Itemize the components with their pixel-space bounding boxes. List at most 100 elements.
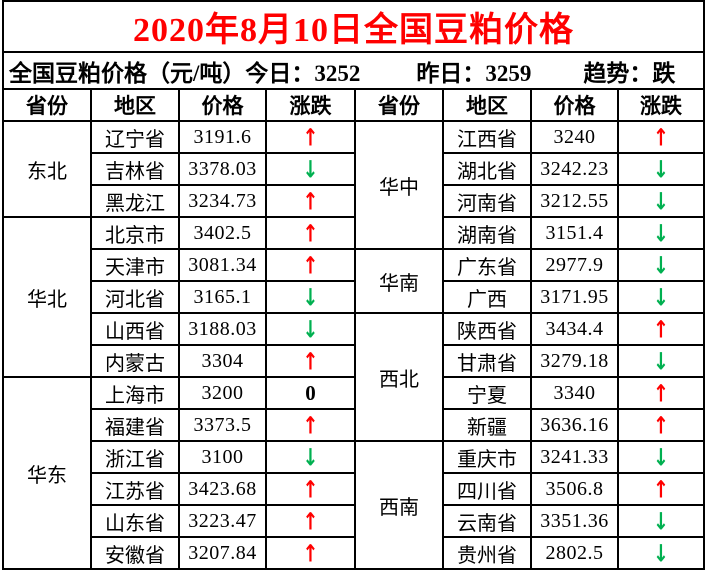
table-row: 吉林省 3378.03 ↓ 湖北省 3242.23 ↓: [3, 152, 705, 186]
price-cell: 3200: [178, 376, 267, 410]
region-cell: 北京市: [90, 216, 180, 250]
price-cell: 3340: [530, 376, 619, 410]
down-arrow-icon: ↓: [653, 188, 669, 216]
region-cell: 甘肃省: [442, 344, 532, 378]
header-change-left: 涨跌: [265, 88, 356, 122]
down-arrow-icon: ↓: [653, 284, 669, 312]
region-cell: 广西: [442, 280, 532, 314]
price-cell: 3223.47: [178, 504, 267, 538]
table-row: 浙江省 3100 ↓ 西南 重庆市 3241.33 ↓: [3, 440, 705, 570]
header-price-right: 价格: [530, 88, 619, 122]
header-province-right: 省份: [354, 88, 444, 122]
change-up-indicator: ↑: [265, 248, 356, 282]
table-row: 天津市 3081.34 ↑ 华南 广东省 2977.9 ↓: [3, 248, 705, 314]
table-row: 内蒙古 3304 ↑ 甘肃省 3279.18 ↓: [3, 344, 705, 378]
change-up-indicator: ↑: [617, 472, 705, 506]
change-down-indicator: ↓: [265, 440, 356, 474]
change-up-indicator: ↑: [265, 536, 356, 570]
region-cell: 四川省: [442, 472, 532, 506]
province-group-cell: 华东: [2, 376, 92, 570]
trend-label: 趋势：: [583, 60, 653, 86]
province-group-cell: 华北: [2, 216, 92, 378]
region-cell: 广东省: [442, 248, 532, 282]
region-cell: 江苏省: [90, 472, 180, 506]
change-up-indicator: ↑: [617, 376, 705, 410]
change-up-indicator: ↑: [617, 312, 705, 346]
soybean-meal-price-table: 2020年8月10日全国豆粕价格 全国豆粕价格（元/吨）今日：3252 昨日：32…: [2, 0, 705, 570]
table-row: 黑龙江 3234.73 ↑ 河南省 3212.55 ↓: [3, 184, 705, 218]
price-cell: 2977.9: [530, 248, 619, 282]
region-cell: 新疆: [442, 408, 532, 442]
price-cell: 3188.03: [178, 312, 267, 346]
change-down-indicator: ↓: [617, 248, 705, 282]
price-cell: 3351.36: [530, 504, 619, 538]
region-cell: 重庆市: [442, 440, 532, 474]
up-arrow-icon: ↑: [653, 316, 669, 344]
change-up-indicator: ↑: [265, 408, 356, 442]
region-cell: 辽宁省: [90, 120, 180, 154]
change-down-indicator: ↓: [265, 280, 356, 314]
price-cell: 3506.8: [530, 472, 619, 506]
change-up-indicator: ↑: [617, 408, 705, 442]
down-arrow-icon: ↓: [302, 316, 319, 344]
summary-cell: 全国豆粕价格（元/吨）今日：3252 昨日：3259 趋势：跌: [2, 51, 705, 90]
price-cell: 3402.5: [178, 216, 267, 250]
summary-label: 全国豆粕价格（元/吨）: [9, 60, 246, 86]
up-arrow-icon: ↑: [302, 252, 319, 280]
table-row: 山东省 3223.47 ↑ 云南省 3351.36 ↓: [3, 504, 705, 538]
region-cell: 上海市: [90, 376, 180, 410]
table-row: 福建省 3373.5 ↑ 新疆 3636.16 ↑: [3, 408, 705, 442]
region-cell: 山西省: [90, 312, 180, 346]
title-row: 2020年8月10日全国豆粕价格: [2, 0, 705, 53]
change-up-indicator: ↑: [617, 120, 705, 154]
up-arrow-icon: ↑: [302, 220, 319, 248]
up-arrow-icon: ↑: [653, 412, 669, 440]
region-cell: 河南省: [442, 184, 532, 218]
price-cell: 3279.18: [530, 344, 619, 378]
down-arrow-icon: ↓: [653, 508, 669, 536]
summary-row: 全国豆粕价格（元/吨）今日：3252 昨日：3259 趋势：跌: [2, 51, 705, 90]
price-cell: 3207.84: [178, 536, 267, 570]
change-down-indicator: ↓: [617, 536, 705, 570]
trend-value: 跌: [652, 60, 676, 86]
header-change-right: 涨跌: [617, 88, 705, 122]
price-cell: 3241.33: [530, 440, 619, 474]
price-cell: 3240: [530, 120, 619, 154]
table-row: 东北 辽宁省 3191.6 ↑ 华中 江西省 3240 ↑: [2, 120, 705, 250]
province-group-cell: 东北: [2, 120, 92, 218]
change-down-indicator: ↓: [617, 344, 705, 378]
price-cell: 3636.16: [530, 408, 619, 442]
down-arrow-icon: ↓: [302, 156, 319, 184]
change-down-indicator: ↓: [617, 216, 705, 250]
price-cell: 3378.03: [178, 152, 267, 186]
down-arrow-icon: ↓: [302, 444, 319, 472]
change-down-indicator: ↓: [617, 504, 705, 538]
down-arrow-icon: ↓: [653, 252, 669, 280]
price-cell: 3423.68: [178, 472, 267, 506]
change-up-indicator: ↑: [265, 184, 356, 218]
province-group-cell: 西北: [354, 312, 444, 442]
region-cell: 湖南省: [442, 216, 532, 250]
price-cell: 3191.6: [178, 120, 267, 154]
price-cell: 3373.5: [178, 408, 267, 442]
down-arrow-icon: ↓: [653, 540, 669, 568]
change-zero-indicator: 0: [265, 376, 356, 410]
up-arrow-icon: ↑: [653, 476, 669, 504]
change-up-indicator: ↑: [265, 216, 356, 250]
price-cell: 3151.4: [530, 216, 619, 250]
yesterday-label: 昨日：: [416, 60, 486, 86]
region-cell: 安徽省: [90, 536, 180, 570]
down-arrow-icon: ↓: [653, 220, 669, 248]
up-arrow-icon: ↑: [302, 508, 319, 536]
price-cell: 2802.5: [530, 536, 619, 570]
table-row: 河北省 3165.1 ↓ 广西 3171.95 ↓: [3, 280, 705, 314]
change-down-indicator: ↓: [617, 440, 705, 474]
down-arrow-icon: ↓: [302, 284, 319, 312]
up-arrow-icon: ↑: [302, 124, 319, 152]
header-price-left: 价格: [178, 88, 267, 122]
change-up-indicator: ↑: [265, 472, 356, 506]
price-cell: 3234.73: [178, 184, 267, 218]
price-cell: 3171.95: [530, 280, 619, 314]
province-group-cell: 华中: [354, 120, 444, 250]
province-group-cell: 华南: [354, 248, 444, 314]
